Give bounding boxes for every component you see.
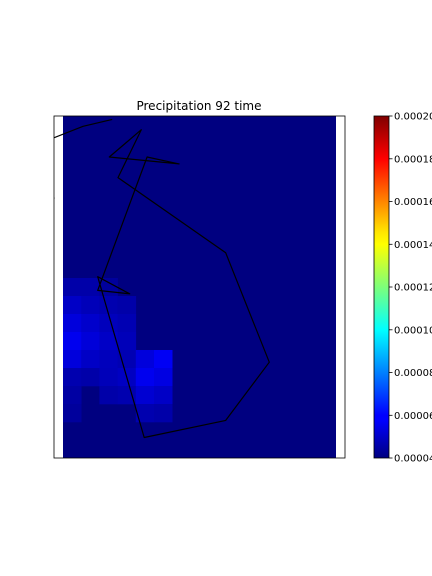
heatmap-cell xyxy=(135,386,155,405)
heatmap-cell xyxy=(81,350,100,369)
colorbar xyxy=(373,115,390,459)
heatmap-cell xyxy=(117,386,137,405)
heatmap-cell xyxy=(154,350,173,369)
outline-layer xyxy=(54,118,270,439)
heatmap-cell xyxy=(81,314,100,333)
heatmap-cell xyxy=(117,296,137,315)
heatmap-cell xyxy=(99,296,118,315)
colorbar-tick-label: 0.00010 xyxy=(394,325,432,336)
heatmap-cell xyxy=(63,278,82,297)
colorbar-tick-label: 0.00006 xyxy=(394,411,432,422)
colorbar-ticks: 0.00004 0.00006 0.00008 0.00010 0.00012 0.000… xyxy=(389,112,432,465)
colorbar-tick-label: 0.00018 xyxy=(394,154,432,165)
colorbar-tick-label: 0.00016 xyxy=(394,197,432,208)
colorbar-tick-label: 0.00008 xyxy=(394,368,432,379)
colorbar-tick-label: 0.00020 xyxy=(394,112,432,123)
heatmap-cell xyxy=(135,404,155,423)
heatmap-cell xyxy=(154,404,173,423)
heatmap-cell xyxy=(63,314,82,333)
colorbar-tick-label: 0.00004 xyxy=(394,454,432,465)
heatmap-cell xyxy=(63,296,82,315)
heatmap-cell xyxy=(81,278,100,297)
heatmap-cell xyxy=(81,368,100,387)
heatmap-cell xyxy=(117,314,137,333)
heatmap-cell xyxy=(99,386,118,405)
heatmap-cell xyxy=(135,350,155,369)
colorbar-tick-label: 0.00014 xyxy=(394,240,432,251)
colorbar-tick-label: 0.00012 xyxy=(394,283,432,294)
heatmap xyxy=(63,116,336,458)
heatmap-cell xyxy=(154,368,173,387)
heatmap-cell xyxy=(117,332,137,351)
heatmap-cell xyxy=(63,404,82,423)
heatmap-cell xyxy=(99,350,118,369)
chart-title: Precipitation 92 time xyxy=(136,99,261,113)
heatmap-cell xyxy=(117,350,137,369)
plot-frame xyxy=(53,115,346,459)
heatmap-cell xyxy=(135,368,155,387)
heatmap-cell xyxy=(99,314,118,333)
heatmap-cell xyxy=(63,332,82,351)
heatmap-cell xyxy=(99,332,118,351)
heatmap-cell xyxy=(81,332,100,351)
outline-left-notch xyxy=(54,197,55,199)
heatmap-cell xyxy=(99,368,118,387)
heatmap-cell xyxy=(81,296,100,315)
heatmap-cell xyxy=(63,368,82,387)
heatmap-cell xyxy=(63,386,82,405)
outline-polygon xyxy=(97,129,270,439)
outline-top-left xyxy=(54,118,113,139)
heatmap-cell xyxy=(154,386,173,405)
heatmap-cell xyxy=(63,350,82,369)
